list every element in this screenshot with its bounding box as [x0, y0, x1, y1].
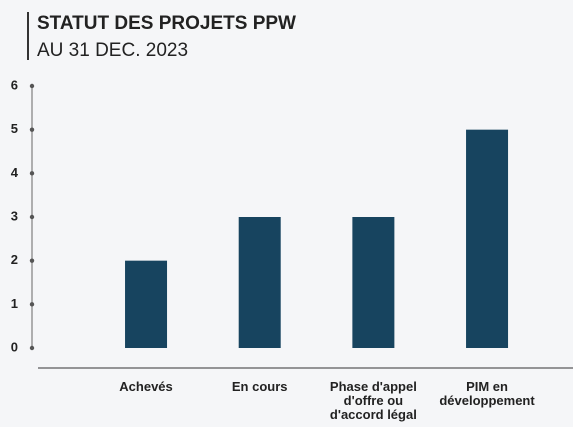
y-tick-label: 3 — [11, 208, 18, 223]
y-tick-mark — [29, 171, 35, 176]
x-tick-label: Achevés — [119, 379, 173, 394]
y-tick-label: 5 — [11, 121, 18, 136]
y-tick-label: 1 — [11, 296, 18, 311]
x-tick-label: En cours — [231, 379, 288, 394]
bar — [466, 129, 509, 348]
y-tick-mark — [29, 127, 35, 132]
y-tick-mark — [29, 345, 35, 351]
x-tick-label: PIM en développement — [439, 379, 535, 408]
y-tick-label: 0 — [11, 339, 18, 354]
bar — [352, 217, 395, 348]
y-tick-mark — [29, 258, 35, 263]
y-tick-mark — [29, 214, 35, 220]
y-tick-label: 2 — [11, 252, 18, 267]
bar — [238, 217, 281, 348]
bar — [125, 260, 168, 348]
y-tick-mark — [29, 302, 35, 307]
chart-subtitle: AU 31 DEC. 2023 — [37, 40, 188, 61]
y-tick-label: 6 — [11, 77, 18, 92]
chart-title: STATUT DES PROJETS PPW — [37, 13, 296, 34]
x-tick-label: Phase d'appel d'offre ou d'accord légal — [329, 379, 417, 422]
y-tick-mark — [29, 83, 35, 89]
y-tick-label: 4 — [11, 165, 19, 180]
